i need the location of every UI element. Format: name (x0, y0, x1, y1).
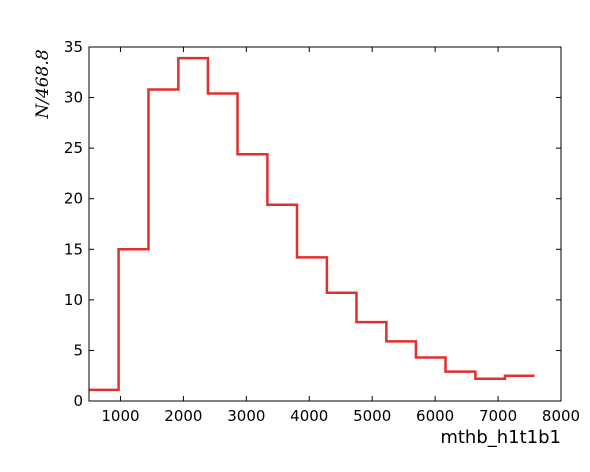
x-axis-label: mthb_h1t1b1 (440, 427, 561, 448)
x-tick-label: 4000 (290, 407, 328, 425)
y-tick-label: 20 (64, 190, 83, 208)
y-tick-label: 35 (64, 38, 83, 56)
y-tick-label: 30 (64, 89, 83, 107)
y-tick-label: 0 (73, 392, 83, 410)
x-axis-ticks: 1000 2000 3000 4000 5000 6000 7000 8000 (101, 47, 580, 425)
x-tick-label: 3000 (227, 407, 265, 425)
x-tick-label: 1000 (101, 407, 139, 425)
x-tick-label: 8000 (542, 407, 580, 425)
y-axis-ticks: 0 5 10 15 20 25 30 35 (64, 38, 561, 410)
plot-frame (88, 46, 562, 402)
x-tick-label: 6000 (416, 407, 454, 425)
y-tick-label: 5 (73, 341, 83, 359)
histogram-step-line (89, 56, 535, 392)
y-tick-label: 15 (64, 240, 83, 258)
x-tick-label: 2000 (164, 407, 202, 425)
x-tick-label: 5000 (353, 407, 391, 425)
y-tick-label: 10 (64, 291, 83, 309)
y-axis-label: N/468.8 (33, 49, 53, 119)
y-tick-label: 25 (64, 139, 83, 157)
plot-background (89, 47, 561, 401)
x-tick-label: 7000 (479, 407, 517, 425)
